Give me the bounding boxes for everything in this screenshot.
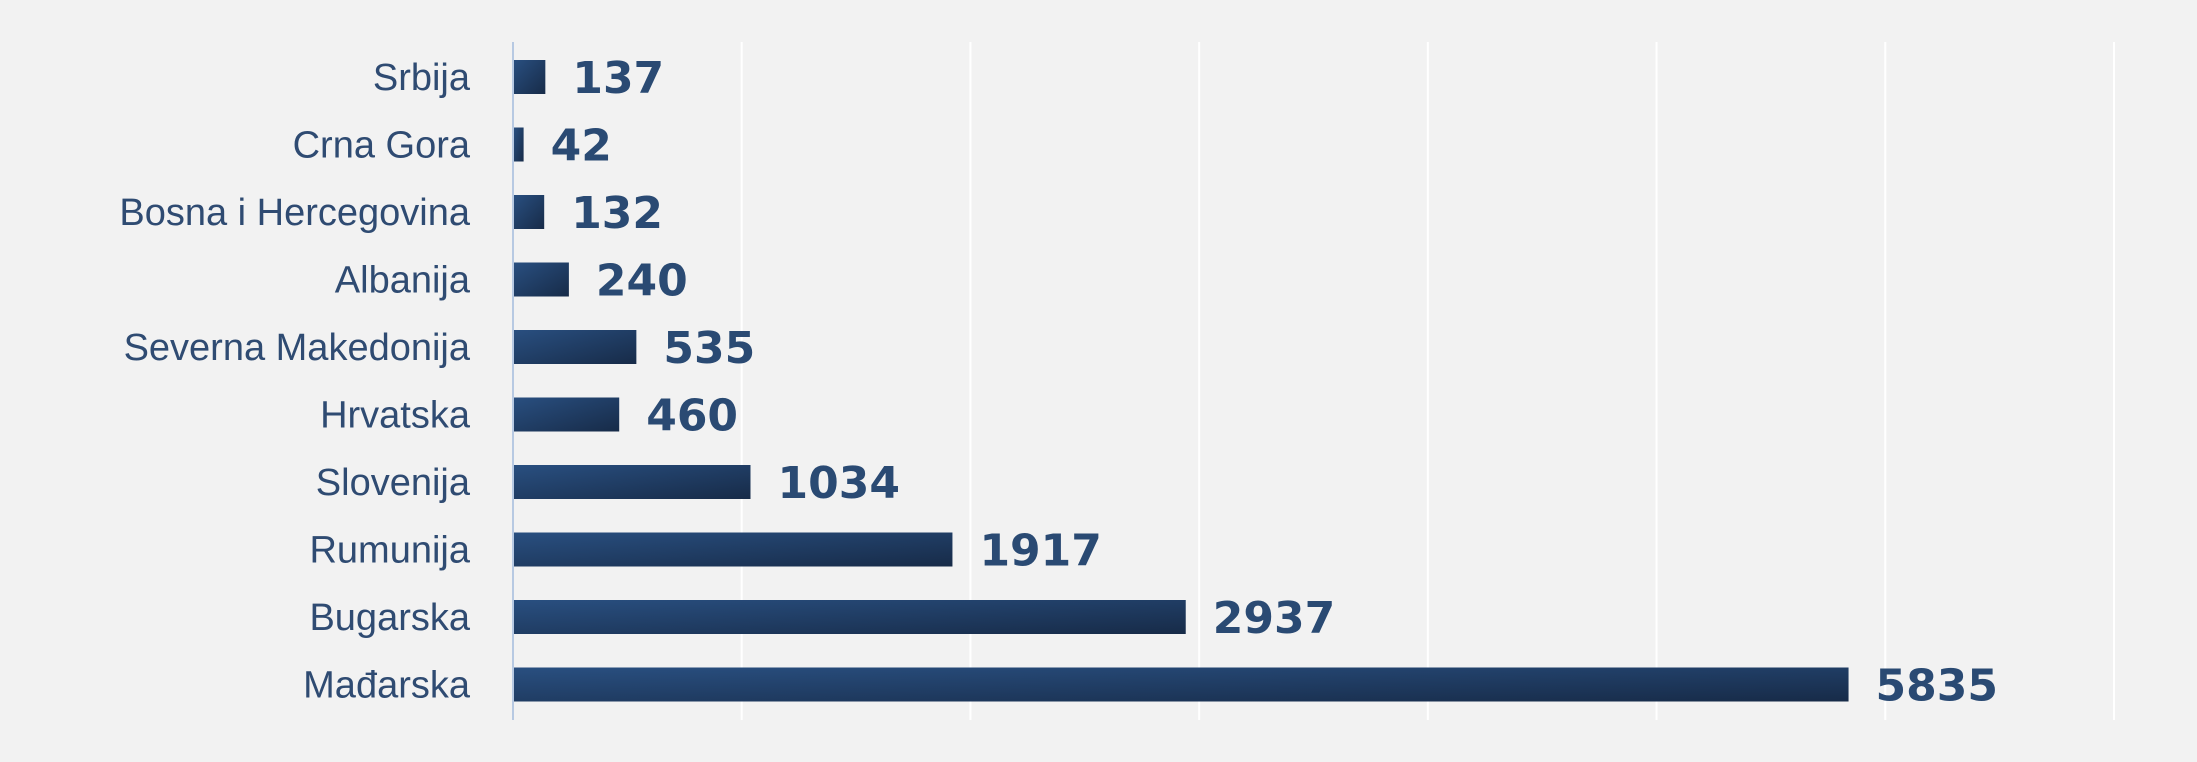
category-label-bugarska: Bugarska [309, 597, 470, 639]
bar-rumunija [514, 532, 953, 567]
value-label-crna-gora: 42 [551, 121, 612, 172]
value-label-hrvatska: 460 [646, 391, 738, 442]
bar-bosna-i-hercegovina [514, 195, 545, 229]
value-label-ma-arska: 5835 [1876, 661, 1998, 712]
category-label-hrvatska: Hrvatska [320, 395, 471, 437]
bar-slovenija [514, 465, 751, 499]
bar-albanija [514, 262, 569, 297]
bar-ma-arska [514, 667, 1849, 702]
bar-severna-makedonija [514, 330, 637, 364]
bar-bugarska [514, 600, 1186, 634]
gridlines [740, 42, 2115, 720]
category-label-srbija: Srbija [373, 57, 471, 99]
category-label-slovenija: Slovenija [316, 462, 471, 504]
value-label-albanija: 240 [596, 256, 688, 307]
labels: Srbija 137 Crna Gora 42 Bosna i Hercegovina 1… [119, 53, 1998, 712]
value-label-bugarska: 2937 [1213, 593, 1335, 644]
bar-srbija [514, 60, 546, 94]
bar-hrvatska [514, 397, 620, 432]
category-label-ma-arska: Mađarska [303, 665, 471, 707]
category-label-bosna-i-hercegovina: Bosna i Hercegovina [119, 192, 471, 234]
value-label-slovenija: 1034 [777, 458, 899, 509]
value-label-rumunija: 1917 [979, 526, 1101, 577]
category-label-albanija: Albanija [335, 260, 471, 302]
bars [514, 60, 1849, 702]
category-label-rumunija: Rumunija [309, 530, 470, 572]
category-label-severna-makedonija: Severna Makedonija [124, 327, 471, 369]
value-label-srbija: 137 [572, 53, 664, 104]
value-label-bosna-i-hercegovina: 132 [571, 188, 663, 239]
category-label-crna-gora: Crna Gora [293, 125, 471, 167]
bar-crna-gora [514, 127, 524, 162]
value-label-severna-makedonija: 535 [663, 323, 755, 374]
